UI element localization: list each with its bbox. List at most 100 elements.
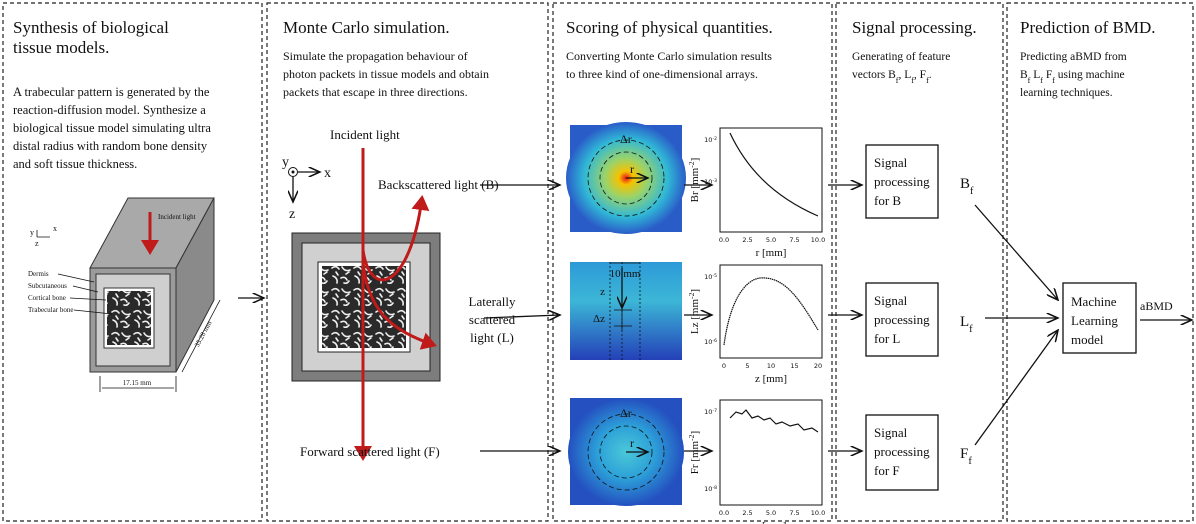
plot-xlabel: r [mm]: [756, 247, 787, 259]
y-tick-label: 10-7: [704, 408, 717, 417]
x-tick-label: 7.5: [789, 236, 799, 244]
panel-body: and soft tissue thickness.: [13, 157, 137, 171]
plot-ylabel: Br [mm-2]: [687, 158, 702, 203]
axis-label: z: [289, 207, 295, 222]
axis-label: z: [35, 239, 39, 248]
layer-label: Cortical bone: [28, 294, 66, 302]
diagram: Synthesis of biologicaltissue models.A t…: [0, 0, 1196, 524]
text-part: .: [929, 69, 932, 81]
text-part: 10: [704, 338, 712, 346]
text-part: 10: [704, 408, 712, 416]
text-part: ]: [689, 431, 701, 435]
text-part: -5: [712, 273, 717, 279]
text-part: F: [960, 446, 968, 462]
label: light (L): [470, 330, 514, 345]
panel-body: reaction-diffusion model. Synthesize a: [13, 103, 206, 117]
map-label: r: [630, 162, 634, 176]
x-tick-label: 10.0: [811, 509, 825, 517]
text-part: ]: [689, 289, 701, 293]
label: Forward scattered light (F): [300, 444, 440, 459]
x-tick-label: 2.5: [742, 509, 752, 517]
text-part: f: [970, 186, 974, 197]
text-part: -6: [712, 338, 717, 344]
panel-body: Converting Monte Carlo simulation result…: [566, 49, 772, 63]
text-part: Lz [mm: [689, 299, 701, 335]
panel-title: tissue models.: [13, 38, 109, 57]
plot-ylabel: Fr [mm-2]: [687, 431, 702, 474]
y-tick-label: 10-2: [704, 136, 717, 145]
box-label: Signal: [874, 425, 908, 440]
panel-body: Simulate the propagation behaviour of: [283, 49, 468, 63]
x-tick-label: 15: [790, 362, 798, 370]
map-label: Δz: [593, 313, 605, 325]
panel-body: learning techniques.: [1020, 87, 1113, 99]
x-tick-label: 5.0: [766, 236, 776, 244]
text-part: L: [960, 314, 969, 330]
text-part: 10: [704, 485, 712, 493]
text-part: L: [1030, 69, 1040, 81]
panel-title: Synthesis of biological: [13, 18, 169, 37]
feature-label: Bf: [960, 176, 974, 197]
y-tick-label: 10-6: [704, 338, 717, 347]
x-tick-label: 5.0: [766, 509, 776, 517]
panel-body: packets that escape in three directions.: [283, 85, 468, 99]
text-part: -3: [712, 177, 717, 183]
simulation-model: [289, 148, 561, 458]
box-label: Signal: [874, 293, 908, 308]
feature-label: Ff: [960, 446, 972, 467]
layer-label: Trabecular bone: [28, 306, 73, 314]
x-tick-label: 0.0: [719, 509, 729, 517]
map-label: Δr: [620, 406, 632, 420]
y-tick-label: 10-8: [704, 485, 717, 494]
panel-body: biological tissue model simulating ultra: [13, 121, 211, 135]
text-part: Fr [mm: [689, 440, 701, 474]
panel-title: Signal processing.: [852, 18, 977, 37]
text-part: ]: [689, 158, 701, 162]
label: Laterally: [469, 294, 516, 309]
x-tick-label: 7.5: [789, 509, 799, 517]
box-label: processing: [874, 444, 930, 459]
panel-body: distal radius with random bone density: [13, 139, 208, 153]
panel-body: photon packets in tissue models and obta…: [283, 67, 489, 81]
text-part: -8: [712, 485, 717, 491]
map-label: z: [600, 286, 605, 298]
text-part: -7: [712, 408, 717, 414]
panel-title: Scoring of physical quantities.: [566, 18, 773, 37]
box-label: for F: [874, 463, 900, 478]
axis-label: y: [30, 228, 34, 237]
panel-title: Monte Carlo simulation.: [283, 18, 450, 37]
x-tick-label: 20: [814, 362, 822, 370]
axis-label: y: [282, 155, 289, 170]
layer-label: Dermis: [28, 270, 49, 278]
plots: [720, 128, 862, 505]
text-part: 10: [704, 178, 712, 186]
x-tick-label: 2.5: [742, 236, 752, 244]
label: Backscattered light (B): [378, 177, 499, 192]
feature-label: Lf: [960, 314, 973, 335]
box-label: model: [1071, 332, 1104, 347]
box-label: processing: [874, 174, 930, 189]
text-part: Br [mm: [689, 167, 701, 202]
map-label: 10 mm: [610, 268, 641, 280]
y-tick-label: 10-5: [704, 273, 717, 282]
text-part: 10: [704, 273, 712, 281]
x-tick-label: 5: [745, 362, 749, 370]
box-label: for B: [874, 193, 901, 208]
panel-body: Predicting aBMD from: [1020, 51, 1127, 63]
output-label: aBMD: [1140, 299, 1173, 313]
box-label: Machine: [1071, 294, 1117, 309]
layer-label: Subcutaneous: [28, 282, 67, 290]
text-part: 10: [704, 136, 712, 144]
box-label: for L: [874, 331, 900, 346]
text-part: -2: [712, 136, 717, 142]
plot-xlabel: z [mm]: [755, 373, 787, 385]
panel-body: to three kind of one-dimensional arrays.: [566, 67, 758, 81]
text-part: vectors B: [852, 69, 896, 81]
x-tick-label: 0.0: [719, 236, 729, 244]
x-tick-label: 0: [722, 362, 726, 370]
box-label: Learning: [1071, 313, 1118, 328]
box-label: processing: [874, 312, 930, 327]
plot-ylabel: Lz [mm-2]: [687, 289, 702, 334]
text-part: using machine: [1055, 69, 1125, 81]
map-label: Δr: [620, 132, 632, 146]
